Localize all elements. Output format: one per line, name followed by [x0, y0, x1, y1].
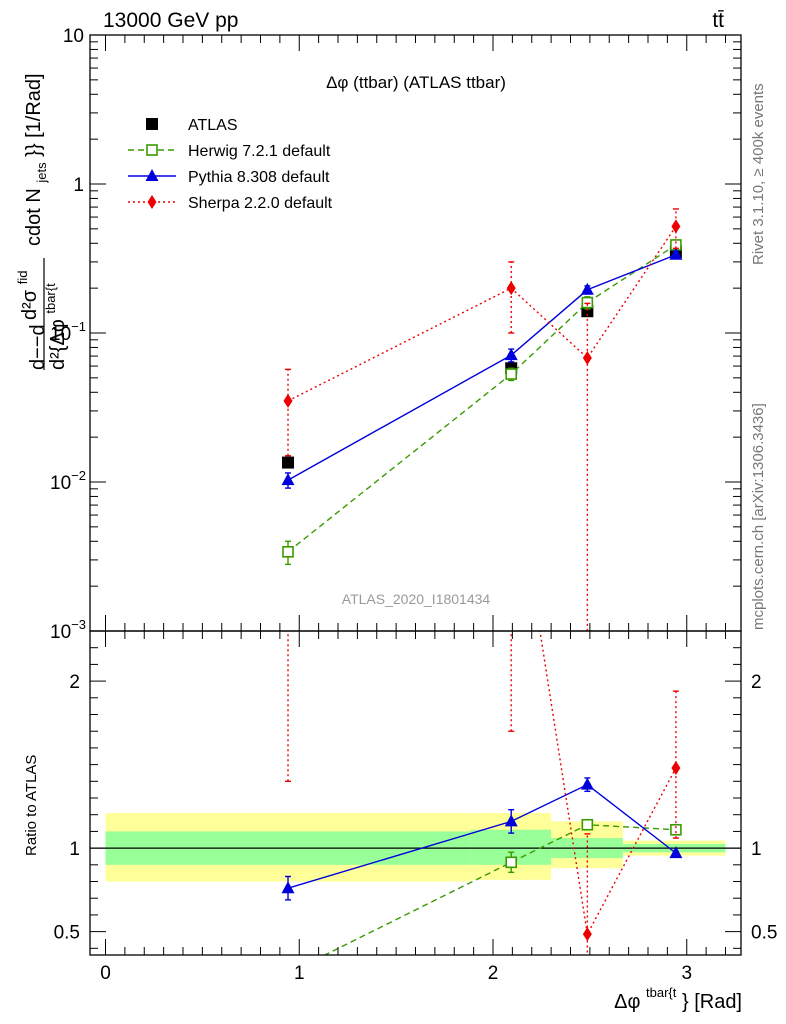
legend: ATLAS Herwig 7.2.1 default Pythia 8.308 de…	[128, 117, 333, 212]
legend-marker	[145, 169, 159, 181]
main-x-axis	[105, 35, 726, 631]
main-plot-panel: Δφ (ttbar) (ATLAS ttbar) ATLAS_2020_I180…	[15, 26, 742, 643]
main-y-axis: 10−3 10−2 10−1 1 10	[50, 26, 741, 643]
legend-label: Herwig 7.2.1 default	[188, 143, 331, 160]
ratio-point	[580, 777, 594, 790]
series-3	[283, 208, 681, 631]
x-tick-label: 2	[488, 963, 499, 984]
rivet-side-label: Rivet 3.1.10, ≥ 400k events	[750, 83, 767, 265]
y-label-frac-num: d²σ	[19, 289, 41, 320]
ratio-point	[504, 814, 518, 827]
series-line	[287, 225, 677, 402]
y-tick-label: 10−1	[50, 319, 86, 345]
y-label-tail: }} [1/Rad]	[23, 73, 45, 156]
legend-label: ATLAS	[188, 117, 238, 134]
ratio-point	[284, 574, 293, 588]
ratio-point	[281, 881, 295, 894]
ratio-point	[671, 760, 681, 775]
ratio-y-tick-label-right: 1	[751, 839, 762, 860]
ratio-series-layer	[281, 440, 683, 978]
ratio-point	[582, 927, 592, 942]
ratio-line	[539, 631, 677, 937]
watermark: ATLAS_2020_I1801434	[342, 591, 491, 607]
series-1	[282, 239, 682, 566]
x-tick-label: 3	[681, 963, 692, 984]
legend-label: Pythia 8.308 default	[188, 169, 330, 186]
svg-text:d²σ fid: d²σ fid	[15, 271, 41, 320]
ratio-point	[507, 440, 516, 454]
ratio-uncertainty-bands	[90, 813, 741, 882]
x-tick-label: 1	[294, 963, 305, 984]
ratio-series-0	[283, 818, 682, 978]
data-point	[281, 473, 295, 486]
plot-title: Δφ (ttbar) (ATLAS ttbar)	[326, 73, 506, 92]
x-label-tail: } [Rad]	[682, 991, 742, 1013]
series-line	[287, 254, 677, 481]
legend-label: Sherpa 2.2.0 default	[188, 195, 333, 212]
ratio-y-axis: 0.5 0.5 1 1 2 2	[54, 647, 777, 949]
ratio-plot-panel: 0.5 0.5 1 1 2 2 0 1 2 3 Ratio to ATLAS Δφ tbar{t…	[23, 440, 777, 1013]
data-point	[282, 546, 294, 558]
ratio-y-axis-label: Ratio to ATLAS	[23, 755, 40, 856]
series-2	[281, 247, 683, 489]
ratio-y-tick-label-right: 2	[751, 672, 762, 693]
ratio-y-tick-label: 0.5	[54, 923, 80, 944]
data-point	[282, 456, 295, 469]
ratio-y-tick-label: 1	[69, 839, 80, 860]
y-label-frac-den: d²{Δφ	[47, 319, 69, 370]
main-y-axis-label: d−−d	[27, 324, 49, 370]
ratio-point	[669, 846, 683, 859]
x-axis-label: Δφ tbar{t } [Rad]	[614, 980, 742, 1013]
process-label: tt̄	[712, 9, 724, 32]
y-tick-label: 10−3	[50, 617, 86, 643]
ratio-series-1	[281, 777, 683, 901]
ratio-point	[670, 823, 682, 836]
main-y-axis-label-tail: cdot N jets }} [1/Rad]	[23, 73, 51, 246]
data-point	[581, 296, 594, 309]
data-point	[580, 282, 594, 295]
ratio-point	[581, 818, 594, 831]
y-label-frac-den-sup: tbar{t	[43, 283, 58, 314]
data-point	[504, 348, 518, 361]
y-label-lead: d−−d	[27, 324, 49, 370]
mcplots-side-label: mcplots.cern.ch [arXiv:1306.3436]	[750, 403, 767, 630]
ratio-y-tick-label: 2	[69, 672, 80, 693]
legend-marker	[146, 144, 158, 156]
y-tick-label: 1	[73, 175, 84, 196]
ratio-line	[323, 824, 676, 955]
ratio-series-2	[284, 440, 681, 955]
y-tick-label: 10−2	[50, 468, 86, 494]
main-series-layer	[281, 208, 683, 631]
data-point	[506, 281, 516, 296]
svg-text:d−−d: d−−d	[27, 324, 49, 370]
legend-marker	[146, 118, 158, 130]
data-point	[669, 247, 683, 260]
ratio-y-tick-label-right: 0.5	[751, 923, 777, 944]
y-tick-label: 10	[63, 26, 84, 47]
svg-text:cdot N jets }}: cdot N jets }} [1/Rad]	[23, 73, 51, 246]
ratio-point	[505, 856, 518, 869]
x-label-main: Δφ	[614, 991, 640, 1013]
svg-text:d²{Δφ tbar{t: d²{Δφ tbar{t	[43, 283, 69, 370]
ratio-point	[283, 968, 293, 978]
y-label-frac-num-sup: fid	[15, 271, 30, 285]
data-point	[283, 393, 293, 408]
y-label-sub: jets	[34, 162, 49, 184]
ratio-x-axis: 0 1 2 3	[100, 631, 726, 984]
x-label-sup: tbar{t	[646, 985, 677, 1000]
ratio-plot-frame	[89, 630, 742, 956]
data-point	[505, 368, 518, 380]
series-line	[287, 244, 677, 553]
y-label-main: cdot N	[23, 188, 45, 246]
ratio-line	[287, 783, 677, 889]
data-point	[671, 219, 681, 234]
main-y-axis-label-frac: d²σ fid d²{Δφ tbar{t	[15, 258, 69, 370]
x-tick-label: 0	[100, 963, 111, 984]
energy-label: 13000 GeV pp	[103, 9, 238, 32]
data-point	[582, 350, 592, 365]
legend-marker	[147, 195, 157, 209]
